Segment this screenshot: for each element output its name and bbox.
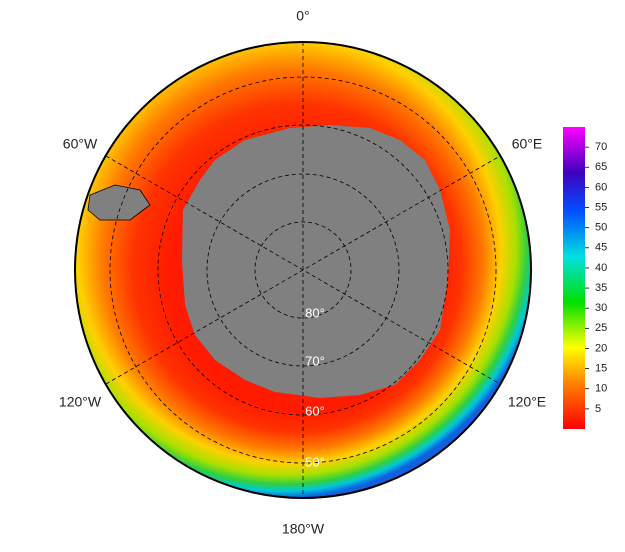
map-border bbox=[74, 41, 532, 499]
lon-label: 0° bbox=[296, 8, 309, 24]
colorbar-tick-label: 70 bbox=[595, 141, 607, 153]
graticule bbox=[105, 42, 501, 498]
colorbar-tick-label: 10 bbox=[595, 383, 607, 395]
colorbar-tick-label: 40 bbox=[595, 262, 607, 274]
colorbar-tick-label: 65 bbox=[595, 161, 607, 173]
lon-label: 180°W bbox=[282, 521, 325, 537]
colorbar: 5 10 15 20 25 30 35 40 45 50 55 60 65 70 bbox=[563, 127, 607, 429]
colorbar-tick-label: 35 bbox=[595, 282, 607, 294]
antarctica bbox=[182, 125, 450, 398]
colorbar-tick-label: 60 bbox=[595, 181, 607, 193]
south-america bbox=[87, 184, 151, 221]
lon-label: 60°E bbox=[512, 136, 543, 152]
colorbar-tick-label: 30 bbox=[595, 302, 607, 314]
colorbar-tick-label: 5 bbox=[595, 403, 601, 415]
colorbar-tick-label: 25 bbox=[595, 322, 607, 334]
lon-label: 60°W bbox=[63, 136, 98, 152]
lon-label: 120°W bbox=[59, 394, 102, 410]
lat-label: 70° bbox=[305, 353, 325, 368]
colorbar-tick-label: 45 bbox=[595, 242, 607, 254]
colorbar-tick-label: 20 bbox=[595, 342, 607, 354]
colorbar-tick-label: 55 bbox=[595, 201, 607, 213]
lat-label: 50° bbox=[305, 454, 325, 469]
colorbar-tick-label: 50 bbox=[595, 222, 607, 234]
lat-label: 60° bbox=[305, 403, 325, 418]
lat-label: 80° bbox=[305, 305, 325, 320]
colorbar-tick-label: 15 bbox=[595, 363, 607, 375]
lon-label: 120°E bbox=[508, 394, 546, 410]
colorbar-ramp bbox=[563, 127, 585, 429]
